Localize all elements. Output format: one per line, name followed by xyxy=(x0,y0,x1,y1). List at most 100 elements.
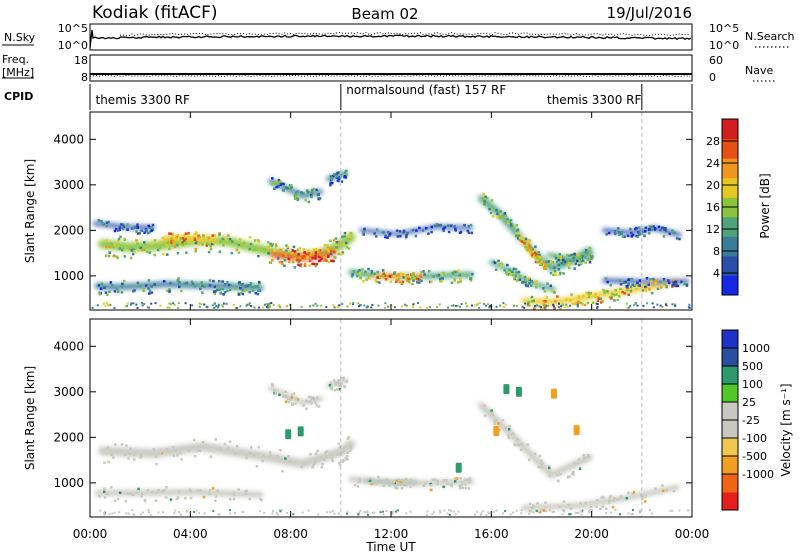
power-speckle xyxy=(395,280,398,284)
power-speckle xyxy=(626,286,629,289)
power-ground-scatter xyxy=(341,302,344,305)
velocity-speckle xyxy=(584,501,587,505)
velocity-speckle xyxy=(334,383,338,386)
velocity-speckle xyxy=(385,477,388,481)
velocity-speckle xyxy=(252,453,256,457)
power-speckle xyxy=(401,280,405,284)
power-speckle xyxy=(441,277,444,280)
velocity-speckle xyxy=(208,489,212,492)
velocity-speckle xyxy=(368,481,372,485)
power-speckle xyxy=(508,269,512,273)
velocity-speckle xyxy=(284,457,287,460)
velocity-ground-scatter xyxy=(544,510,547,513)
power-speckle xyxy=(270,244,274,247)
power-ground-scatter xyxy=(476,303,479,306)
power-ground-scatter xyxy=(263,303,266,306)
velocity-speckle xyxy=(330,457,334,460)
power-ground-scatter xyxy=(150,302,153,305)
power-speckle xyxy=(545,296,548,299)
velocity-speckle xyxy=(582,456,586,460)
power-speckle xyxy=(611,292,614,296)
power-speckle xyxy=(671,285,674,288)
nsky-tick-top: 10^5 xyxy=(58,22,88,35)
power-speckle xyxy=(581,255,584,258)
velocity-speckle xyxy=(309,399,312,403)
velocity-speckle xyxy=(548,466,551,470)
power-speckle xyxy=(401,272,405,276)
velocity-ground-scatter xyxy=(359,510,362,512)
velocity-speckle xyxy=(357,481,360,484)
power-speckle xyxy=(411,273,414,277)
power-speckle xyxy=(532,250,535,253)
power-speckle xyxy=(362,230,365,234)
power-speckle xyxy=(527,301,531,304)
velocity-speckle xyxy=(120,443,124,446)
power-ground-scatter xyxy=(394,306,396,309)
power-speckle xyxy=(362,233,365,236)
velocity-speckle xyxy=(116,497,120,501)
power-speckle xyxy=(558,273,562,276)
velocity-speckle xyxy=(245,456,248,460)
power-speckle xyxy=(142,289,145,292)
velocity-ground-scatter xyxy=(580,510,583,512)
velocity-speckle xyxy=(112,456,115,459)
power-speckle xyxy=(150,226,153,230)
velocity-ground-scatter xyxy=(520,509,523,512)
power-speckle xyxy=(528,251,532,254)
y-tick-label: 1000 xyxy=(53,269,84,283)
power-speckle xyxy=(638,284,641,287)
power-speckle xyxy=(209,248,213,251)
power-speckle xyxy=(515,224,518,227)
power-speckle xyxy=(362,280,365,283)
velocity-speckle xyxy=(232,493,236,497)
velocity-colorbar-tick-label: -100 xyxy=(742,432,767,445)
power-speckle xyxy=(363,227,366,231)
power-speckle xyxy=(492,260,495,263)
power-speckle xyxy=(493,261,497,264)
power-ground-scatter xyxy=(377,304,380,307)
velocity-speckle xyxy=(155,462,158,466)
power-speckle xyxy=(518,278,522,281)
power-speckle xyxy=(147,224,150,228)
power-speckle xyxy=(494,268,498,271)
power-speckle xyxy=(334,256,337,259)
velocity-ground-scatter xyxy=(454,513,457,516)
velocity-speckle xyxy=(228,440,232,443)
power-speckle xyxy=(237,293,241,296)
power-speckle xyxy=(166,253,169,256)
power-ground-scatter xyxy=(478,302,481,304)
power-speckle xyxy=(515,231,519,235)
velocity-speckle xyxy=(589,505,593,509)
power-speckle xyxy=(257,254,260,258)
velocity-ground-scatter xyxy=(474,513,476,516)
power-speckle xyxy=(513,276,516,280)
power-ground-scatter xyxy=(524,302,527,305)
power-ground-scatter xyxy=(213,302,216,305)
power-speckle xyxy=(382,272,385,275)
power-ground-scatter xyxy=(265,303,268,305)
velocity-speckle xyxy=(328,384,332,387)
power-speckle xyxy=(148,230,152,234)
velocity-ground-scatter xyxy=(395,510,398,513)
power-speckle xyxy=(302,248,305,251)
velocity-speckle xyxy=(336,388,339,391)
power-speckle xyxy=(497,259,500,263)
velocity-ground-scatter xyxy=(537,510,540,513)
velocity-speckle xyxy=(199,489,202,492)
cpid-segment-3: themis 3300 RF xyxy=(547,93,641,107)
power-speckle xyxy=(411,277,414,280)
power-speckle xyxy=(579,301,583,305)
power-ground-scatter xyxy=(333,306,336,309)
power-ground-scatter xyxy=(235,307,238,309)
velocity-speckle xyxy=(450,484,453,488)
power-speckle xyxy=(218,240,222,244)
power-speckle xyxy=(235,248,238,252)
velocity-speckle xyxy=(127,452,131,455)
power-ground-scatter xyxy=(426,306,429,309)
velocity-speckle xyxy=(124,500,127,503)
power-speckle xyxy=(316,250,319,253)
power-speckle xyxy=(636,281,639,284)
power-speckle xyxy=(153,253,156,257)
velocity-ground-scatter xyxy=(686,509,689,512)
power-speckle xyxy=(481,200,485,204)
